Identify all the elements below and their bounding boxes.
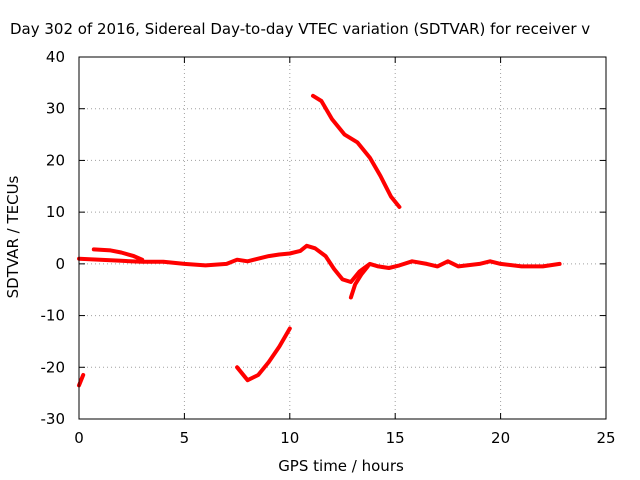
series-upper-bump [91, 247, 145, 262]
y-tick-label: 20 [46, 151, 65, 169]
series-start-segment [77, 373, 86, 388]
series-high-arc [311, 93, 402, 209]
series-dip-branch [348, 264, 370, 300]
y-tick-label: 10 [46, 203, 65, 221]
x-tick-label: 0 [74, 429, 84, 447]
y-tick-label: -10 [41, 307, 66, 325]
y-tick-label: 0 [55, 255, 65, 273]
y-tick-label: 40 [46, 48, 65, 66]
plot-frame [78, 56, 607, 420]
series-low-arc [235, 326, 292, 383]
y-axis-ticks: -30 -20 -10 0 10 20 30 40 [41, 48, 606, 428]
y-tick-label: -30 [41, 410, 66, 428]
grid-lines [79, 57, 606, 419]
x-tick-label: 5 [180, 429, 190, 447]
y-tick-label: 30 [46, 100, 65, 118]
series-baseline-track [77, 243, 562, 284]
chart-title: Day 302 of 2016, Sidereal Day-to-day VTE… [10, 20, 590, 38]
x-tick-label: 10 [280, 429, 299, 447]
x-tick-label: 25 [596, 429, 615, 447]
data-series-group [77, 93, 562, 388]
x-axis-ticks: 0 5 10 15 20 25 [74, 57, 616, 447]
x-axis-label: GPS time / hours [278, 457, 404, 475]
y-tick-label: -20 [41, 358, 66, 376]
x-tick-label: 20 [491, 429, 510, 447]
y-axis-label: SDTVAR / TECUs [4, 175, 22, 298]
x-tick-label: 15 [386, 429, 405, 447]
